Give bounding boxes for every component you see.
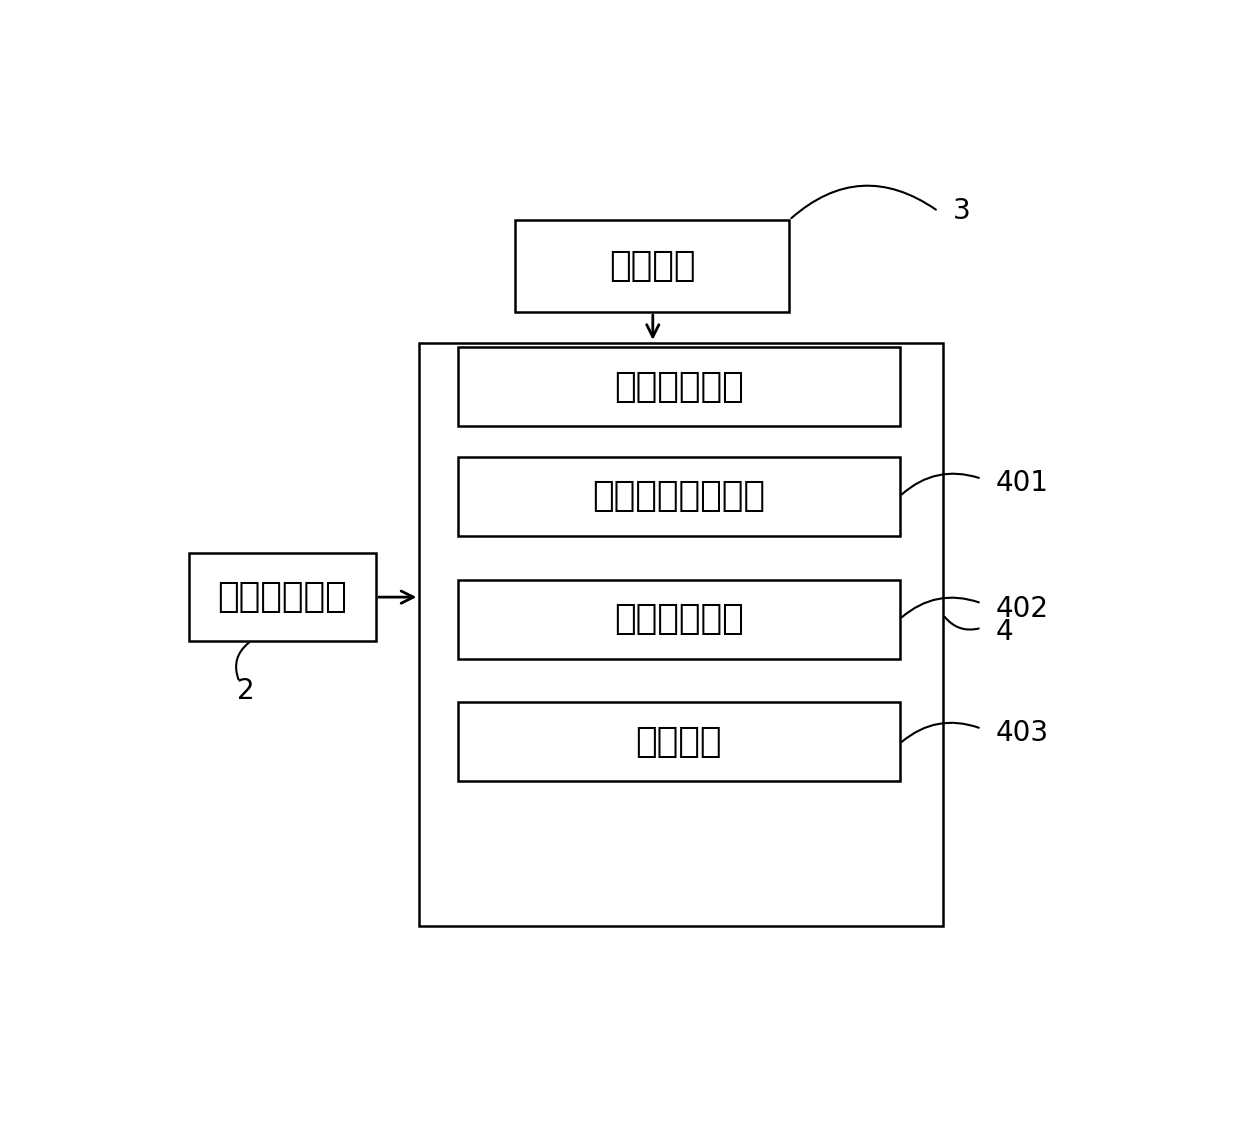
Bar bbox=[458, 703, 900, 781]
Text: 分析处理模块: 分析处理模块 bbox=[614, 370, 744, 403]
Bar bbox=[188, 554, 376, 641]
Text: 声音特征提取单元: 声音特征提取单元 bbox=[593, 480, 765, 514]
Text: 控制单元: 控制单元 bbox=[635, 724, 722, 759]
Text: 情绪确定单元: 情绪确定单元 bbox=[614, 603, 744, 636]
Bar bbox=[419, 343, 942, 926]
Text: 配置模块: 配置模块 bbox=[609, 249, 696, 284]
Text: 403: 403 bbox=[996, 719, 1049, 747]
Bar bbox=[458, 347, 900, 426]
Text: 402: 402 bbox=[996, 595, 1049, 623]
Bar bbox=[458, 457, 900, 535]
Text: 指令获取模块: 指令获取模块 bbox=[217, 580, 347, 614]
Text: 2: 2 bbox=[237, 677, 254, 705]
Text: 401: 401 bbox=[996, 469, 1049, 497]
Text: 3: 3 bbox=[952, 197, 971, 226]
Bar bbox=[458, 580, 900, 658]
Text: 4: 4 bbox=[996, 618, 1013, 646]
Bar bbox=[516, 220, 789, 312]
